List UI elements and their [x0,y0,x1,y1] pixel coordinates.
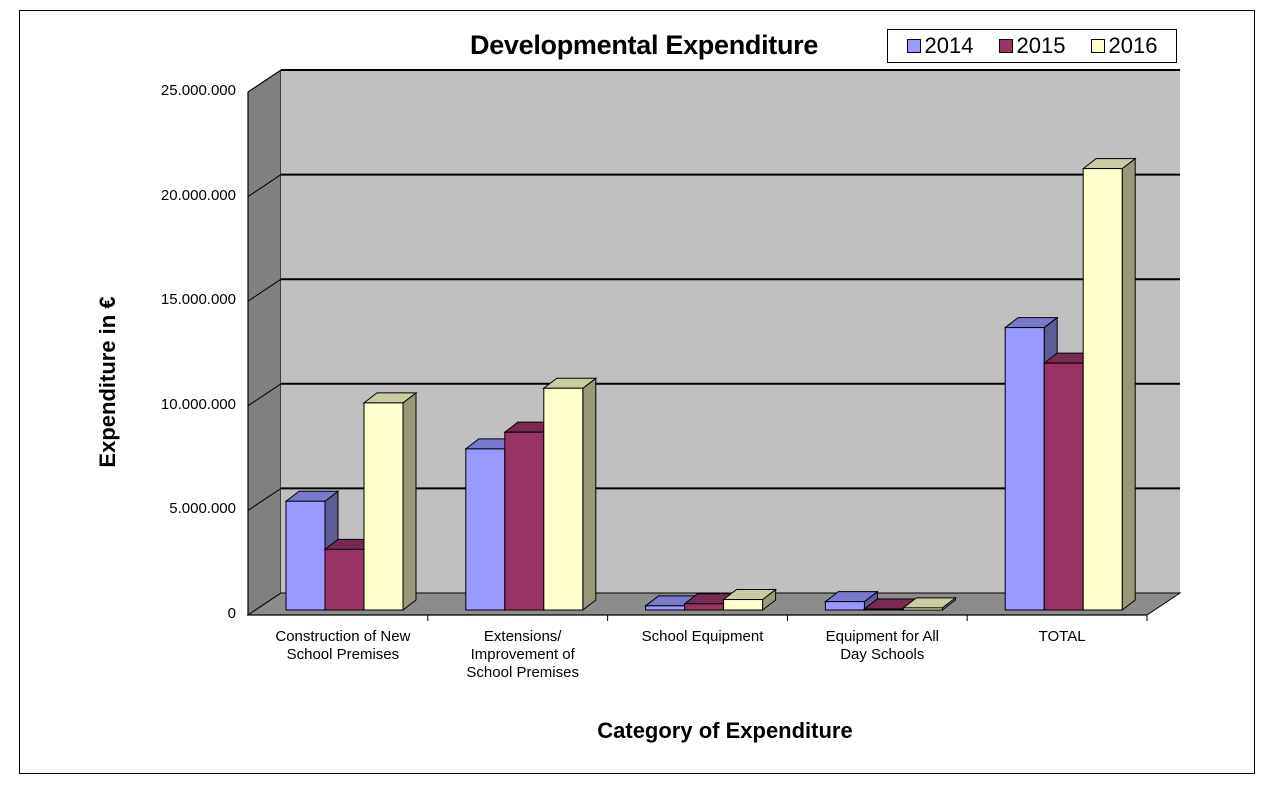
y-tick-label: 10.000.000 [160,395,236,413]
chart-frame [19,10,1255,774]
bar-2016-4 [1082,168,1123,611]
y-axis-label: Expenditure in € [95,296,120,468]
x-category-label: Equipment for All Day Schools [825,628,939,663]
bar-2014-2 [645,605,686,611]
y-tick-label: 5.000.000 [169,500,236,518]
y-tick-label: 0 [227,605,236,622]
x-category-label: TOTAL [1038,628,1086,645]
bar-2016-4-side [1121,157,1136,612]
x-category-label: Extensions/ Improvement of School Premis… [466,628,579,681]
bar-2016-2 [723,599,764,611]
legend-swatch-2014 [906,39,921,53]
legend-label-2014: 2014 [924,33,974,58]
bar-2015-2 [684,603,725,611]
chart-title: Developmental Expenditure [470,30,819,60]
legend-swatch-2016 [1090,39,1105,53]
x-axis-label: Category of Expenditure [597,718,853,743]
bar-2014-0 [285,500,326,611]
legend-label-2016: 2016 [1108,33,1158,58]
bar-2015-1 [504,431,545,611]
gridline-side [247,383,282,407]
bar-2016-1-side [582,377,597,612]
y-tick-label: 15.000.000 [160,291,236,309]
legend-item-2015: 2015 [998,33,1066,59]
gridline-side [247,487,282,511]
chart-legend: 2014 2015 2016 [887,29,1177,63]
legend-item-2014: 2014 [906,33,974,59]
bar-2015-0 [324,548,365,611]
bar-2015-4 [1043,362,1084,611]
legend-label-2015: 2015 [1016,33,1066,58]
bar-2014-4 [1004,327,1045,611]
y-tick-label: 25.000.000 [160,82,236,99]
bar-2014-3 [824,601,865,611]
gridline-side [247,278,282,302]
y-tick-label: 20.000.000 [160,186,236,204]
x-category-label: Construction of New School Premises [275,628,411,663]
gridline-side [247,69,282,93]
bar-2016-3 [902,607,943,611]
side-wall [247,69,282,616]
bar-2016-0-side [402,391,417,612]
x-category-label: School Equipment [641,628,764,645]
bar-2014-1 [465,448,506,611]
gridline-side [247,174,282,198]
bar-2016-0 [363,402,404,611]
bar-2015-3 [863,608,904,611]
legend-swatch-2015 [998,39,1013,53]
legend-item-2016: 2016 [1090,33,1158,59]
bar-2016-1 [543,387,584,611]
